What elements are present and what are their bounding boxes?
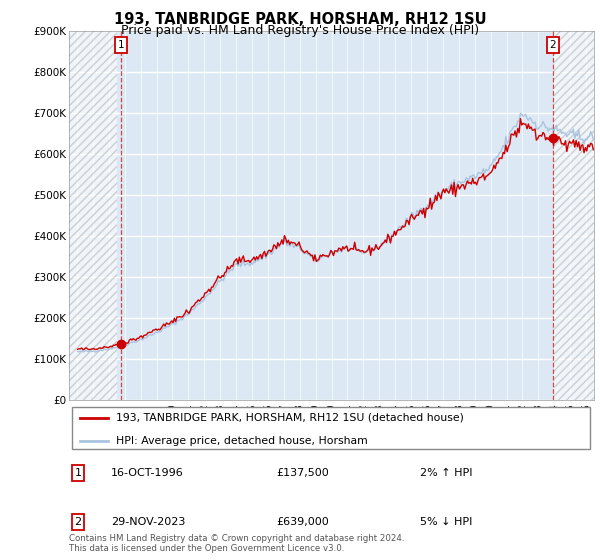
Text: 29-NOV-2023: 29-NOV-2023 — [111, 517, 185, 527]
FancyBboxPatch shape — [71, 407, 590, 449]
Text: Price paid vs. HM Land Registry's House Price Index (HPI): Price paid vs. HM Land Registry's House … — [121, 24, 479, 36]
Text: 2: 2 — [550, 40, 556, 50]
Text: 193, TANBRIDGE PARK, HORSHAM, RH12 1SU: 193, TANBRIDGE PARK, HORSHAM, RH12 1SU — [113, 12, 487, 27]
Text: £639,000: £639,000 — [276, 517, 329, 527]
Text: 2% ↑ HPI: 2% ↑ HPI — [420, 468, 473, 478]
Text: 5% ↓ HPI: 5% ↓ HPI — [420, 517, 472, 527]
Text: HPI: Average price, detached house, Horsham: HPI: Average price, detached house, Hors… — [116, 436, 368, 446]
Text: 193, TANBRIDGE PARK, HORSHAM, RH12 1SU (detached house): 193, TANBRIDGE PARK, HORSHAM, RH12 1SU (… — [116, 413, 464, 423]
Text: 1: 1 — [74, 468, 82, 478]
Text: 16-OCT-1996: 16-OCT-1996 — [111, 468, 184, 478]
Bar — [554, 31, 594, 400]
Text: 2: 2 — [74, 517, 82, 527]
Text: 1: 1 — [118, 40, 125, 50]
Text: £137,500: £137,500 — [276, 468, 329, 478]
Bar — [69, 31, 117, 400]
Text: Contains HM Land Registry data © Crown copyright and database right 2024.
This d: Contains HM Land Registry data © Crown c… — [69, 534, 404, 553]
